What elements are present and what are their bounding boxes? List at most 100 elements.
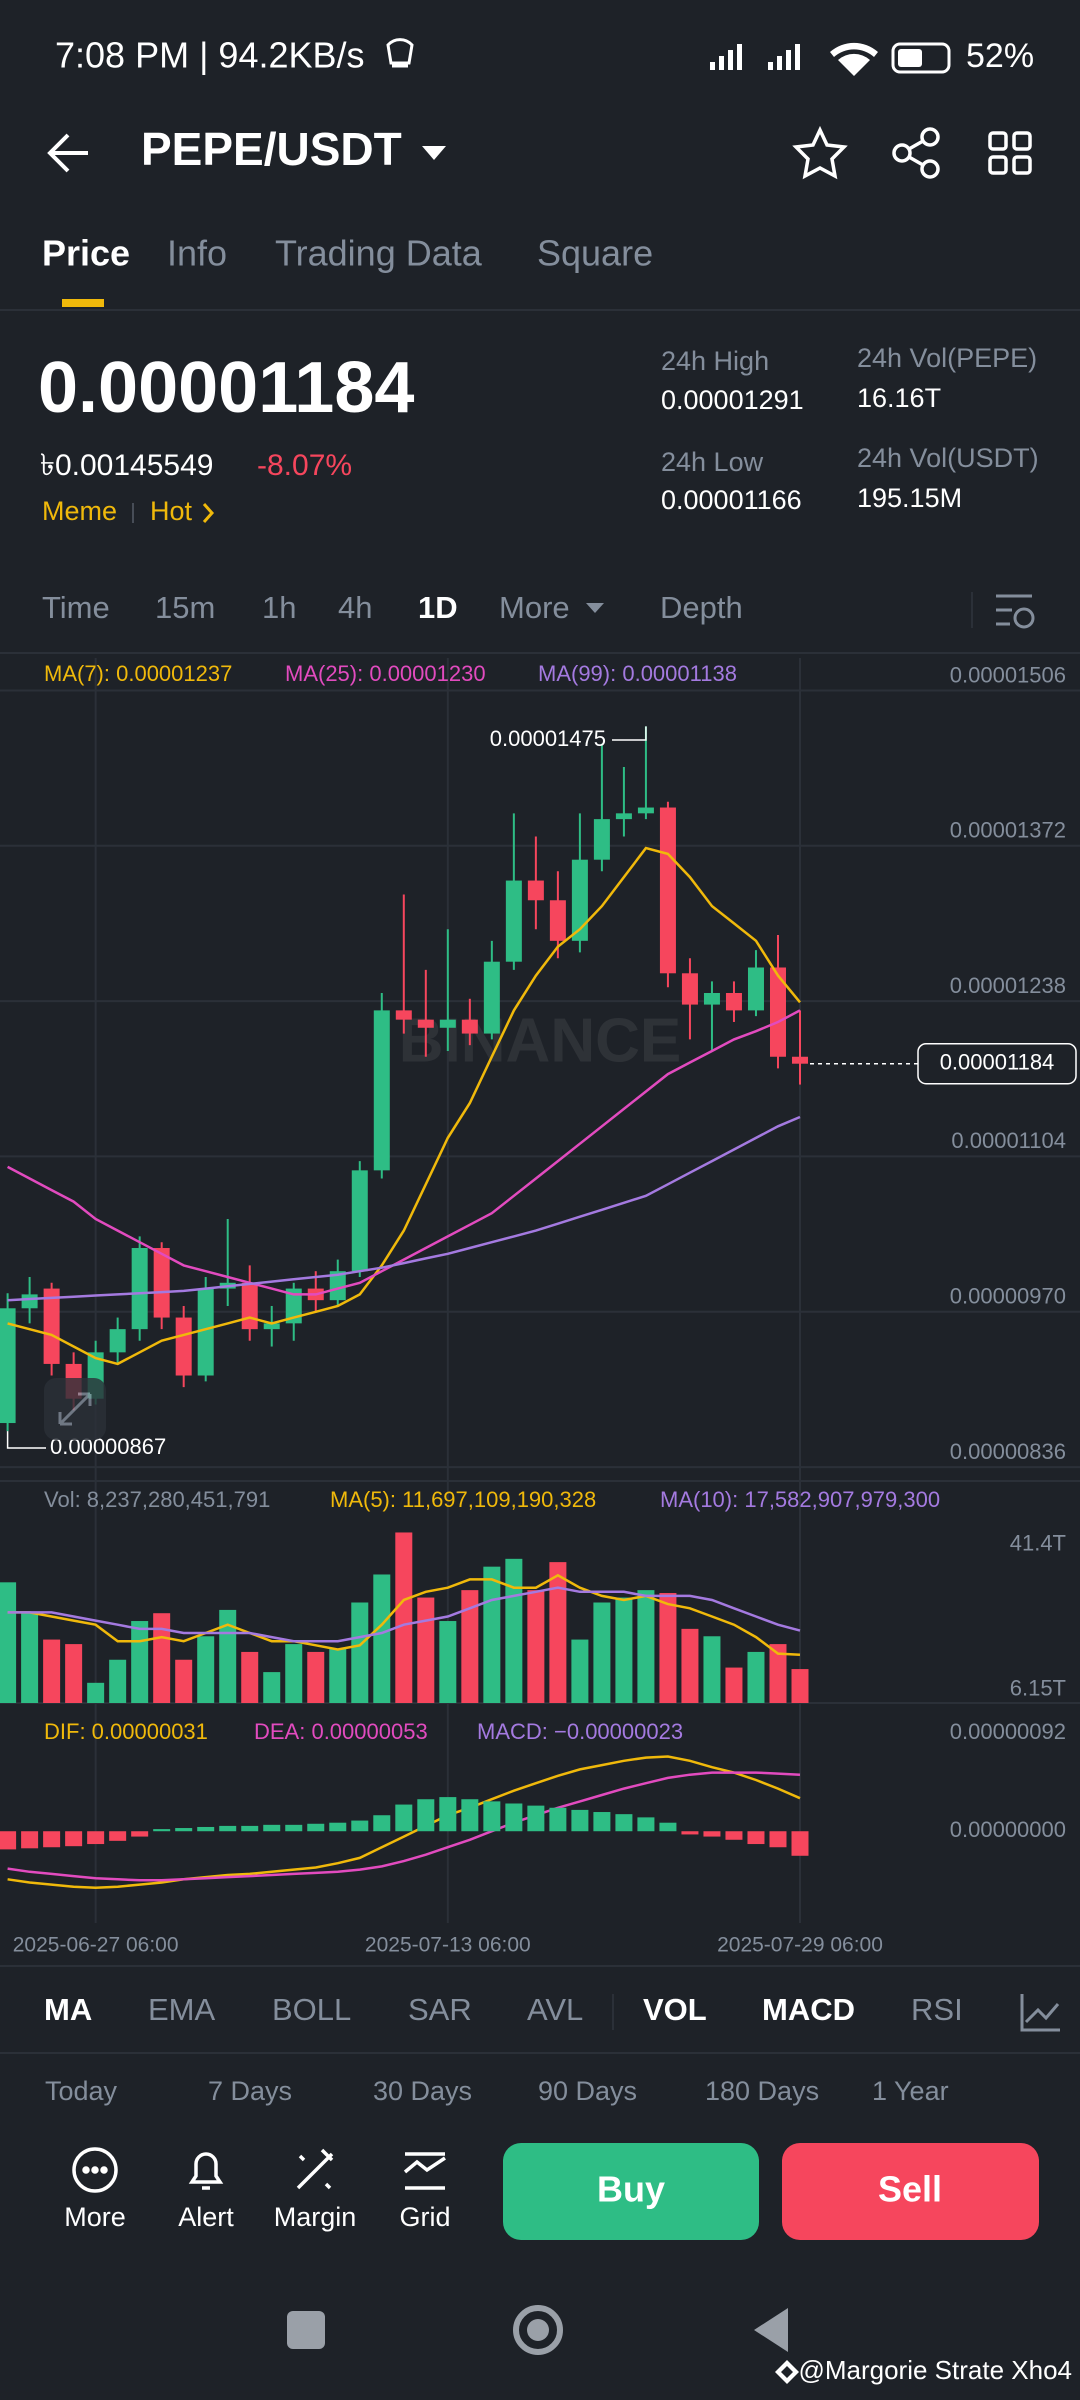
sell-label: Sell — [878, 2169, 942, 2210]
candle-body — [571, 859, 588, 941]
price-change: -8.07% — [257, 449, 352, 482]
share-button[interactable] — [892, 127, 940, 179]
x-tick-label: 2025-07-13 06:00 — [365, 1934, 531, 1957]
candle-body — [197, 1288, 214, 1376]
candle-body — [637, 807, 654, 814]
x-tick-label: 2025-06-27 06:00 — [13, 1934, 179, 1957]
pair-dropdown[interactable] — [422, 146, 446, 160]
watermark-icon — [775, 2360, 799, 2384]
timeframe[interactable]: 1D — [418, 590, 458, 625]
tab[interactable]: Info — [167, 233, 227, 274]
legend-label: MA(7): 0.00001237 — [44, 661, 232, 686]
buy-button[interactable] — [503, 2143, 759, 2240]
indicator-tab[interactable]: SAR — [408, 1992, 472, 2027]
bar — [549, 1807, 567, 1832]
nav-recents[interactable] — [287, 2311, 325, 2349]
indicator-line — [7, 1771, 801, 1882]
battery-level: 52% — [966, 37, 1034, 75]
candle-body — [241, 1282, 258, 1330]
expand-button[interactable] — [44, 1378, 106, 1440]
action-label[interactable]: Margin — [274, 2202, 357, 2232]
tag[interactable]: Meme — [42, 496, 117, 526]
bar — [791, 1669, 809, 1703]
nav-back[interactable] — [754, 2308, 788, 2352]
candle-body — [483, 961, 500, 1034]
pair-title[interactable]: PEPE/USDT — [141, 123, 402, 175]
bar — [175, 1828, 193, 1832]
y-tick-label: 0.00001238 — [950, 973, 1066, 998]
tab[interactable]: Square — [537, 233, 653, 274]
bar — [263, 1672, 281, 1703]
legend-label: MA(10): 17,582,907,979,300 — [660, 1487, 940, 1512]
indicator-tab[interactable]: VOL — [643, 1992, 707, 2027]
candle-body — [505, 880, 522, 962]
period[interactable]: 7 Days — [208, 2076, 292, 2106]
timeframe[interactable]: Depth — [660, 590, 743, 625]
indicator-tab[interactable]: AVL — [527, 1992, 583, 2027]
action-label[interactable]: Alert — [178, 2202, 234, 2232]
bar — [351, 1602, 369, 1703]
last-price-label: 0.00001184 — [940, 1050, 1055, 1075]
indicator-line — [7, 1586, 801, 1643]
bar — [417, 1799, 435, 1832]
bar — [43, 1831, 61, 1848]
favorite-button[interactable] — [792, 125, 848, 180]
bar — [725, 1667, 743, 1703]
candle-body — [769, 967, 786, 1057]
timeframe[interactable]: 4h — [338, 590, 372, 625]
timeframe[interactable]: 15m — [155, 590, 215, 625]
indicator-line — [7, 1573, 801, 1657]
candle-body — [593, 819, 610, 860]
timeframe[interactable]: 1h — [262, 590, 296, 625]
stat-label: 24h Vol(PEPE) — [857, 343, 1037, 373]
timeframe[interactable]: More — [499, 590, 570, 625]
back-button[interactable] — [47, 133, 88, 173]
indicator-tab[interactable]: MACD — [762, 1992, 855, 2027]
candle-body — [43, 1288, 60, 1364]
legend-label: DEA: 0.00000053 — [254, 1719, 428, 1744]
chart-settings-button[interactable] — [996, 594, 1035, 629]
buy-label: Buy — [597, 2169, 665, 2210]
period[interactable]: 180 Days — [705, 2076, 819, 2106]
indicator-settings[interactable] — [1020, 1994, 1060, 2032]
high-annotation: 0.00001475 — [490, 726, 606, 751]
period[interactable]: Today — [45, 2076, 118, 2106]
nav-home[interactable] — [513, 2305, 563, 2355]
bar — [65, 1644, 83, 1703]
bar — [637, 1817, 655, 1832]
legend-label: DIF: 0.00000031 — [44, 1719, 208, 1744]
indicator-tab[interactable]: MA — [44, 1992, 92, 2027]
bar — [0, 1831, 17, 1850]
indicator-tab[interactable]: RSI — [911, 1992, 963, 2027]
nav-home-dot — [527, 2319, 549, 2341]
grid-menu-button[interactable] — [988, 131, 1032, 175]
bar — [263, 1824, 281, 1832]
action-label[interactable]: More — [64, 2202, 126, 2232]
bar — [219, 1825, 237, 1832]
timeframe[interactable]: Time — [42, 590, 110, 625]
period[interactable]: 1 Year — [872, 2076, 949, 2106]
indicator-tab[interactable]: EMA — [148, 1992, 216, 2027]
tab[interactable]: Trading Data — [275, 233, 483, 274]
candle-body — [175, 1317, 192, 1376]
stat-value: 195.15M — [857, 483, 962, 513]
tag-chevron — [202, 503, 215, 523]
action-label[interactable]: Grid — [399, 2202, 450, 2232]
indicator-tab[interactable]: BOLL — [272, 1992, 351, 2027]
bar — [329, 1648, 347, 1703]
legend-label: Vol: 8,237,280,451,791 — [44, 1487, 270, 1512]
y-tick-label: 41.4T — [1010, 1530, 1066, 1555]
tag[interactable]: Hot — [150, 496, 193, 526]
candle-body — [527, 880, 544, 901]
tab[interactable]: Price — [42, 233, 130, 274]
period[interactable]: 30 Days — [373, 2076, 472, 2106]
indicator-line — [7, 1755, 801, 1890]
period[interactable]: 90 Days — [538, 2076, 637, 2106]
bar — [285, 1644, 303, 1703]
indicator-line — [7, 1115, 801, 1302]
bar — [43, 1639, 61, 1703]
candle-body — [131, 1248, 148, 1330]
sell-button[interactable] — [782, 2143, 1039, 2240]
bar — [373, 1815, 391, 1832]
watermark-text: @Margorie Strate Xho4 — [798, 2355, 1072, 2385]
